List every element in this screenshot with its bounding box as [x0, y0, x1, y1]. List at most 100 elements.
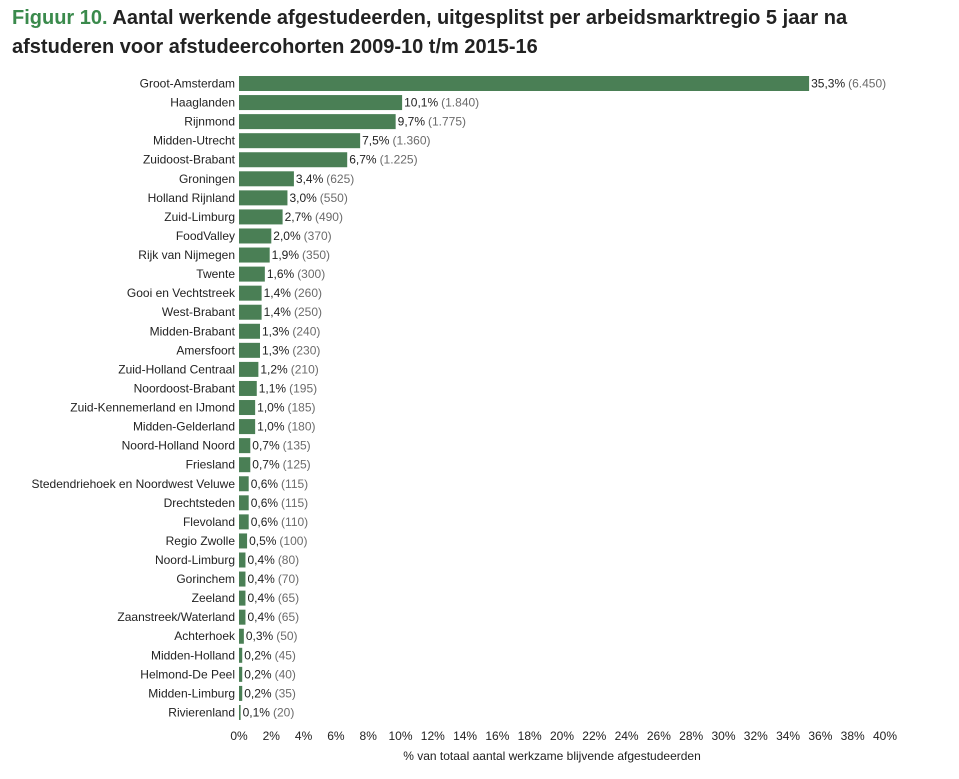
bar: [239, 190, 288, 206]
data-label-count: (240): [292, 324, 320, 338]
bar: [239, 533, 248, 549]
bars-group: [239, 76, 810, 720]
category-label: Zuid-Holland Centraal: [118, 362, 235, 376]
data-label: 1,0% (180): [257, 420, 315, 434]
data-label-percent: 6,7%: [349, 153, 377, 167]
data-label: 3,4% (625): [296, 172, 354, 186]
x-axis-ticks-group: 0% 2% 4% 6% 8% 10% 12% 14% 16% 18% 20% 22% 24% 26% 28%…: [230, 729, 897, 743]
x-tick-label: 34%: [776, 729, 800, 743]
x-tick-label: 24%: [615, 729, 639, 743]
data-label-percent: 1,3%: [262, 324, 290, 338]
data-label-percent: 0,4%: [247, 610, 275, 624]
data-label-count: (260): [294, 286, 322, 300]
data-label: 0,2% (40): [244, 667, 296, 681]
category-label: Midden-Brabant: [150, 324, 236, 338]
data-label-percent: 0,6%: [251, 477, 279, 491]
category-label: Achterhoek: [174, 629, 236, 643]
bar: [239, 266, 265, 282]
data-label-count: (625): [326, 172, 354, 186]
data-label-count: (230): [292, 343, 320, 357]
data-label-percent: 1,3%: [262, 343, 290, 357]
bar: [239, 590, 246, 606]
data-label: 0,2% (45): [244, 648, 296, 662]
bar: [239, 685, 243, 701]
bar: [239, 609, 246, 625]
data-label-percent: 0,7%: [252, 458, 280, 472]
data-label: 0,6% (110): [251, 515, 308, 529]
bar: [239, 514, 249, 530]
data-label-percent: 0,4%: [247, 553, 275, 567]
data-label-count: (210): [291, 362, 319, 376]
data-label: 0,2% (35): [244, 686, 296, 700]
data-label-count: (1.840): [441, 96, 479, 110]
data-label-percent: 3,4%: [296, 172, 324, 186]
bar: [239, 400, 256, 416]
data-label-count: (1.775): [428, 115, 466, 129]
x-tick-label: 8%: [360, 729, 378, 743]
x-tick-label: 14%: [453, 729, 477, 743]
data-label-count: (6.450): [848, 77, 886, 91]
data-label-count: (490): [315, 210, 343, 224]
category-label: Rivierenland: [168, 705, 235, 719]
x-tick-label: 4%: [295, 729, 313, 743]
bar: [239, 476, 249, 492]
x-axis-title: % van totaal aantal werkzame blijvende a…: [403, 749, 701, 763]
category-label: FoodValley: [176, 229, 235, 243]
bar: [239, 457, 251, 473]
category-label: Holland Rijnland: [148, 191, 235, 205]
data-label-count: (45): [275, 648, 296, 662]
data-label-percent: 1,4%: [264, 286, 292, 300]
x-tick-label: 32%: [744, 729, 768, 743]
bar: [239, 133, 361, 149]
bar: [239, 419, 256, 435]
data-label-count: (135): [283, 439, 311, 453]
data-label-percent: 0,1%: [243, 705, 271, 719]
category-label: Flevoland: [183, 515, 235, 529]
data-label-percent: 0,3%: [246, 629, 274, 643]
data-label-percent: 10,1%: [404, 96, 438, 110]
data-label-percent: 0,2%: [244, 667, 272, 681]
x-tick-label: 22%: [582, 729, 606, 743]
figure-title: Figuur 10. Aantal werkende afgestudeerde…: [12, 4, 952, 62]
data-label-count: (185): [288, 401, 316, 415]
data-label: 1,1% (195): [259, 381, 317, 395]
data-label: 7,5% (1.360): [362, 134, 430, 148]
bar: [239, 285, 262, 301]
bar: [239, 495, 249, 511]
data-label: 1,3% (230): [262, 343, 320, 357]
data-label-count: (115): [281, 496, 308, 510]
data-label-percent: 1,4%: [264, 305, 292, 319]
data-label: 0,6% (115): [251, 477, 308, 491]
category-label: Midden-Limburg: [148, 686, 235, 700]
bar: [239, 628, 244, 644]
category-labels-group: Groot-Amsterdam Haaglanden Rijnmond Midden-…: [32, 77, 236, 720]
x-tick-label: 6%: [327, 729, 345, 743]
bar: [239, 76, 810, 91]
x-tick-label: 30%: [711, 729, 735, 743]
data-label-count: (350): [302, 248, 330, 262]
figure-title-text: Aantal werkende afgestudeerden, uitgespl…: [12, 7, 848, 58]
x-tick-label: 10%: [388, 729, 412, 743]
bar: [239, 228, 272, 244]
category-label: Noord-Holland Noord: [122, 439, 235, 453]
category-label: Midden-Utrecht: [153, 134, 236, 148]
category-label: Zuid-Kennemerland en IJmond: [70, 401, 235, 415]
bar: [239, 342, 260, 358]
data-label-count: (70): [278, 572, 299, 586]
data-label-percent: 1,0%: [257, 420, 285, 434]
data-label-count: (550): [320, 191, 348, 205]
x-tick-label: 2%: [263, 729, 281, 743]
data-label-count: (50): [276, 629, 297, 643]
x-tick-label: 20%: [550, 729, 574, 743]
category-label: Groot-Amsterdam: [140, 77, 235, 91]
bar: [239, 380, 257, 396]
data-label-count: (65): [278, 610, 299, 624]
data-label: 0,4% (80): [247, 553, 299, 567]
category-label: Friesland: [186, 458, 235, 472]
data-label-percent: 35,3%: [811, 77, 845, 91]
data-label-count: (35): [275, 686, 296, 700]
data-label: 3,0% (550): [289, 191, 347, 205]
category-label: Midden-Holland: [151, 648, 235, 662]
data-label: 2,7% (490): [285, 210, 343, 224]
